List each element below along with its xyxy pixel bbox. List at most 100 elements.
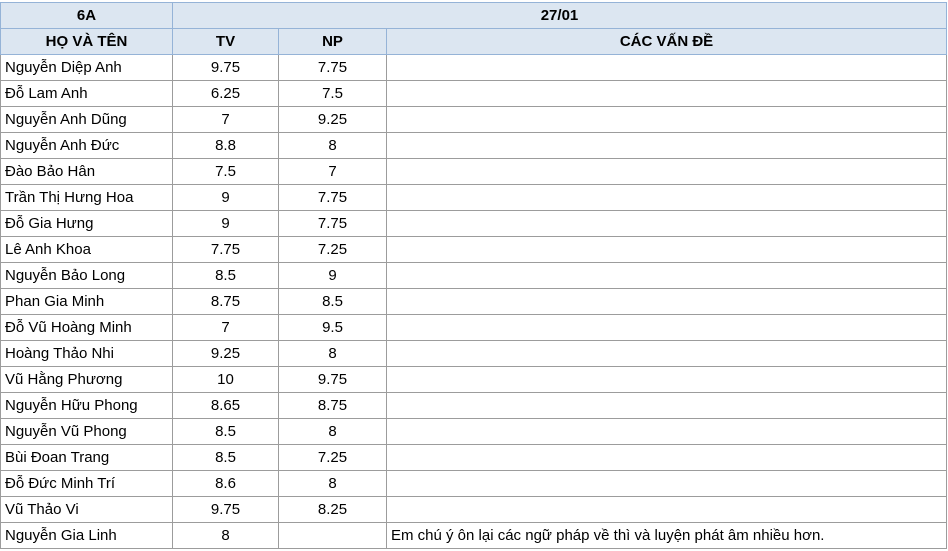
student-name: Đỗ Gia Hưng	[0, 210, 173, 237]
note	[386, 496, 947, 523]
student-name: Nguyễn Anh Đức	[0, 132, 173, 159]
tv-score: 7.75	[172, 236, 279, 263]
student-row: Nguyễn Hữu Phong 8.65 8.75	[0, 392, 947, 419]
np-score: 9.5	[278, 314, 387, 341]
note	[386, 210, 947, 237]
tv-score: 9.75	[172, 496, 279, 523]
student-row: Vũ Hằng Phương 10 9.75	[0, 366, 947, 393]
note	[386, 184, 947, 211]
note	[386, 54, 947, 81]
student-name: Bùi Đoan Trang	[0, 444, 173, 471]
tv-score: 9	[172, 184, 279, 211]
note	[386, 314, 947, 341]
note	[386, 366, 947, 393]
student-row: Nguyễn Bảo Long 8.5 9	[0, 262, 947, 289]
note	[386, 418, 947, 445]
student-row: Đỗ Vũ Hoàng Minh 7 9.5	[0, 314, 947, 341]
tv-score: 9	[172, 210, 279, 237]
class-header: 6A	[0, 2, 173, 29]
np-score: 8	[278, 132, 387, 159]
column-header: CÁC VẤN ĐỀ	[386, 28, 947, 55]
tv-score: 7	[172, 106, 279, 133]
np-score: 8	[278, 418, 387, 445]
note	[386, 392, 947, 419]
student-row: Đỗ Gia Hưng 9 7.75	[0, 210, 947, 237]
student-row: Hoàng Thảo Nhi 9.25 8	[0, 340, 947, 367]
student-row: Lê Anh Khoa 7.75 7.25	[0, 236, 947, 263]
np-score: 8	[278, 340, 387, 367]
student-name: Hoàng Thảo Nhi	[0, 340, 173, 367]
student-name: Đỗ Vũ Hoàng Minh	[0, 314, 173, 341]
np-score: 7.75	[278, 184, 387, 211]
student-name: Trần Thị Hưng Hoa	[0, 184, 173, 211]
column-header: HỌ VÀ TÊN	[0, 28, 173, 55]
tv-score: 9.25	[172, 340, 279, 367]
np-score: 7.75	[278, 54, 387, 81]
student-name: Nguyễn Bảo Long	[0, 262, 173, 289]
note	[386, 444, 947, 471]
student-name: Đỗ Lam Anh	[0, 80, 173, 107]
note: Em chú ý ôn lại các ngữ pháp về thì và l…	[386, 522, 947, 549]
column-header: NP	[278, 28, 387, 55]
tv-score: 8.5	[172, 262, 279, 289]
student-row: Nguyễn Anh Dũng 7 9.25	[0, 106, 947, 133]
tv-score: 8.6	[172, 470, 279, 497]
np-score	[278, 522, 387, 549]
tv-score: 8.8	[172, 132, 279, 159]
student-row: Bùi Đoan Trang 8.5 7.25	[0, 444, 947, 471]
student-name: Nguyễn Gia Linh	[0, 522, 173, 549]
np-score: 9.25	[278, 106, 387, 133]
tv-score: 8.5	[172, 418, 279, 445]
table-body: Nguyễn Diệp Anh 9.75 7.75 Đỗ Lam Anh 6.25 7.5…	[0, 54, 947, 549]
note	[386, 132, 947, 159]
tv-score: 8.65	[172, 392, 279, 419]
student-row: Vũ Thảo Vi 9.75 8.25	[0, 496, 947, 523]
np-score: 7.5	[278, 80, 387, 107]
student-name: Nguyễn Hữu Phong	[0, 392, 173, 419]
np-score: 7	[278, 158, 387, 185]
np-score: 8.5	[278, 288, 387, 315]
tv-score: 8	[172, 522, 279, 549]
student-name: Nguyễn Vũ Phong	[0, 418, 173, 445]
student-name: Lê Anh Khoa	[0, 236, 173, 263]
student-name: Vũ Hằng Phương	[0, 366, 173, 393]
student-row: Nguyễn Vũ Phong 8.5 8	[0, 418, 947, 445]
column-header: TV	[172, 28, 279, 55]
student-row: Đỗ Đức Minh Trí 8.6 8	[0, 470, 947, 497]
tv-score: 8.5	[172, 444, 279, 471]
student-name: Đào Bảo Hân	[0, 158, 173, 185]
note	[386, 80, 947, 107]
np-score: 7.75	[278, 210, 387, 237]
np-score: 8	[278, 470, 387, 497]
note	[386, 470, 947, 497]
np-score: 7.25	[278, 236, 387, 263]
student-row: Đỗ Lam Anh 6.25 7.5	[0, 80, 947, 107]
date-header: 27/01	[172, 2, 947, 29]
student-name: Vũ Thảo Vi	[0, 496, 173, 523]
note	[386, 262, 947, 289]
note	[386, 288, 947, 315]
note	[386, 106, 947, 133]
tv-score: 9.75	[172, 54, 279, 81]
note	[386, 236, 947, 263]
note	[386, 340, 947, 367]
np-score: 9.75	[278, 366, 387, 393]
tv-score: 8.75	[172, 288, 279, 315]
tv-score: 10	[172, 366, 279, 393]
student-row: Nguyễn Diệp Anh 9.75 7.75	[0, 54, 947, 81]
np-score: 8.25	[278, 496, 387, 523]
note	[386, 158, 947, 185]
np-score: 8.75	[278, 392, 387, 419]
student-row: Nguyễn Gia Linh 8 Em chú ý ôn lại các ngữ …	[0, 522, 947, 549]
np-score: 9	[278, 262, 387, 289]
student-name: Phan Gia Minh	[0, 288, 173, 315]
tv-score: 7.5	[172, 158, 279, 185]
column-header-row: HỌ VÀ TÊN TV NP CÁC VẤN ĐỀ	[0, 28, 947, 55]
tv-score: 7	[172, 314, 279, 341]
student-row: Trần Thị Hưng Hoa 9 7.75	[0, 184, 947, 211]
student-row: Đào Bảo Hân 7.5 7	[0, 158, 947, 185]
student-name: Nguyễn Diệp Anh	[0, 54, 173, 81]
tv-score: 6.25	[172, 80, 279, 107]
